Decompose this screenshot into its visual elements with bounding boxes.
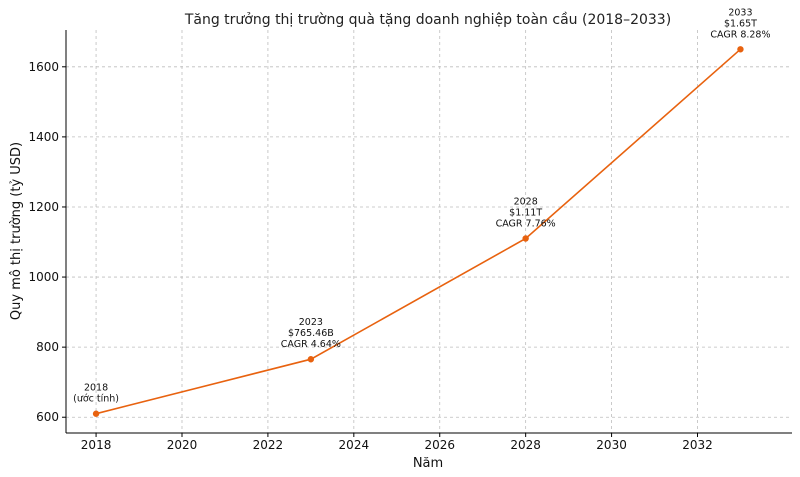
- data-point: [92, 410, 100, 417]
- data-annotation: $765.46B: [288, 328, 334, 339]
- x-tick-label: 2026: [424, 438, 455, 452]
- y-tick-label: 1000: [28, 270, 59, 284]
- series-line: [95, 48, 741, 415]
- x-tick-label: 2018: [81, 438, 112, 452]
- grid-layer: [66, 30, 792, 433]
- data-annotation: 2018: [84, 383, 108, 394]
- x-tick-label: 2020: [167, 438, 198, 452]
- x-tick-label: 2022: [253, 438, 284, 452]
- series-layer: [92, 46, 744, 417]
- data-point: [737, 46, 744, 53]
- chart-title: Tăng trưởng thị trường quà tặng doanh ng…: [184, 12, 671, 28]
- y-tick-label: 1200: [28, 200, 59, 214]
- data-annotation: $1.11T: [509, 208, 542, 219]
- data-annotation: 2033: [728, 7, 752, 18]
- x-axis-title: Năm: [413, 456, 443, 471]
- x-tick-label: 2028: [510, 438, 541, 452]
- data-point: [522, 235, 529, 242]
- data-annotation: 2028: [514, 197, 538, 208]
- y-tick-label: 800: [36, 340, 59, 354]
- y-tick-label: 1600: [28, 60, 59, 74]
- y-axis-title: Quy mô thị trường (tỷ USD): [9, 142, 24, 320]
- x-tick-label: 2032: [682, 438, 713, 452]
- y-tick-label: 600: [36, 410, 59, 424]
- data-annotation: $1.65T: [724, 18, 757, 29]
- data-annotation: 2023: [299, 317, 323, 328]
- data-point: [307, 356, 315, 363]
- x-tick-label: 2024: [339, 438, 370, 452]
- tick-layer: 2018 2020 2022 2024 2026 2028 2030 2032 600 800 10…: [28, 60, 712, 452]
- data-annotation: CAGR 7.76%: [496, 219, 556, 230]
- x-tick-label: 2030: [596, 438, 627, 452]
- y-tick-label: 1400: [28, 130, 59, 144]
- data-annotation: CAGR 4.64%: [281, 339, 341, 350]
- data-annotation: CAGR 8.28%: [710, 29, 770, 40]
- data-annotation: (ước tính): [73, 394, 119, 405]
